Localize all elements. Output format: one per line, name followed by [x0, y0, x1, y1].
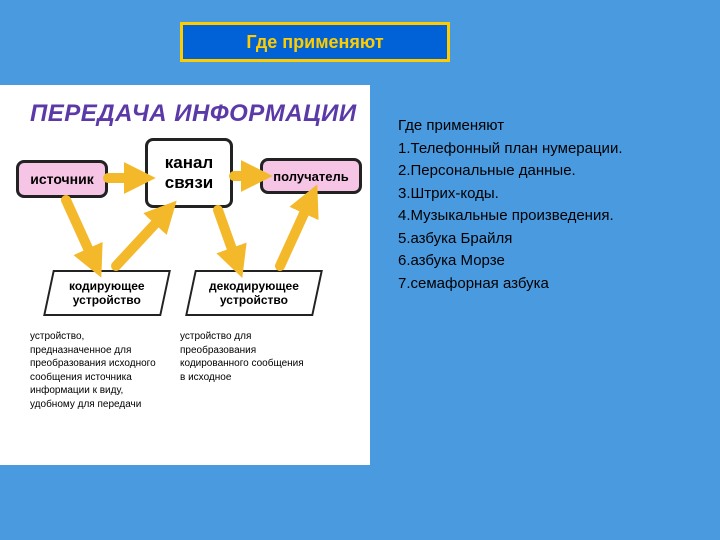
- right-list-item: 3.Штрих-коды.: [398, 183, 623, 206]
- right-list-item: 2.Персональные данные.: [398, 160, 623, 183]
- node-source: источник: [16, 160, 108, 198]
- right-list-item: 7.семафорная азбука: [398, 273, 623, 296]
- right-list-title: Где применяют: [398, 115, 623, 138]
- right-text-block: Где применяют 1.Телефонный план нумераци…: [398, 115, 623, 295]
- node-channel-line2: связи: [165, 173, 214, 193]
- right-list-item: 6.азбука Морзе: [398, 250, 623, 273]
- right-list-item: 4.Музыкальные произведения.: [398, 205, 623, 228]
- diagram-panel: ПЕРЕДАЧА ИНФОРМАЦИИ источник канал связи…: [0, 85, 370, 465]
- node-encoder-line1: кодирующее: [69, 279, 145, 293]
- node-encoder-line2: устройство: [69, 293, 145, 307]
- decoder-description: устройство для преобразования кодированн…: [180, 330, 308, 384]
- node-encoder: кодирующее устройство: [43, 270, 171, 316]
- node-decoder-line1: декодирующее: [209, 279, 299, 293]
- node-decoder: декодирующее устройство: [185, 270, 323, 316]
- right-list-items: 1.Телефонный план нумерации.2.Персональн…: [398, 138, 623, 296]
- node-source-label: источник: [30, 171, 93, 187]
- right-list-item: 1.Телефонный план нумерации.: [398, 138, 623, 161]
- diagram-title: ПЕРЕДАЧА ИНФОРМАЦИИ: [30, 100, 357, 128]
- node-receiver: получатель: [260, 158, 362, 194]
- right-list-item: 5.азбука Брайля: [398, 228, 623, 251]
- encoder-description: устройство, предназначенное для преобраз…: [30, 330, 158, 411]
- header-box: Где применяют: [180, 22, 450, 62]
- node-channel-line1: канал: [165, 153, 214, 173]
- header-text: Где применяют: [246, 32, 383, 52]
- node-decoder-line2: устройство: [209, 293, 299, 307]
- node-channel: канал связи: [145, 138, 233, 208]
- node-receiver-label: получатель: [273, 169, 348, 184]
